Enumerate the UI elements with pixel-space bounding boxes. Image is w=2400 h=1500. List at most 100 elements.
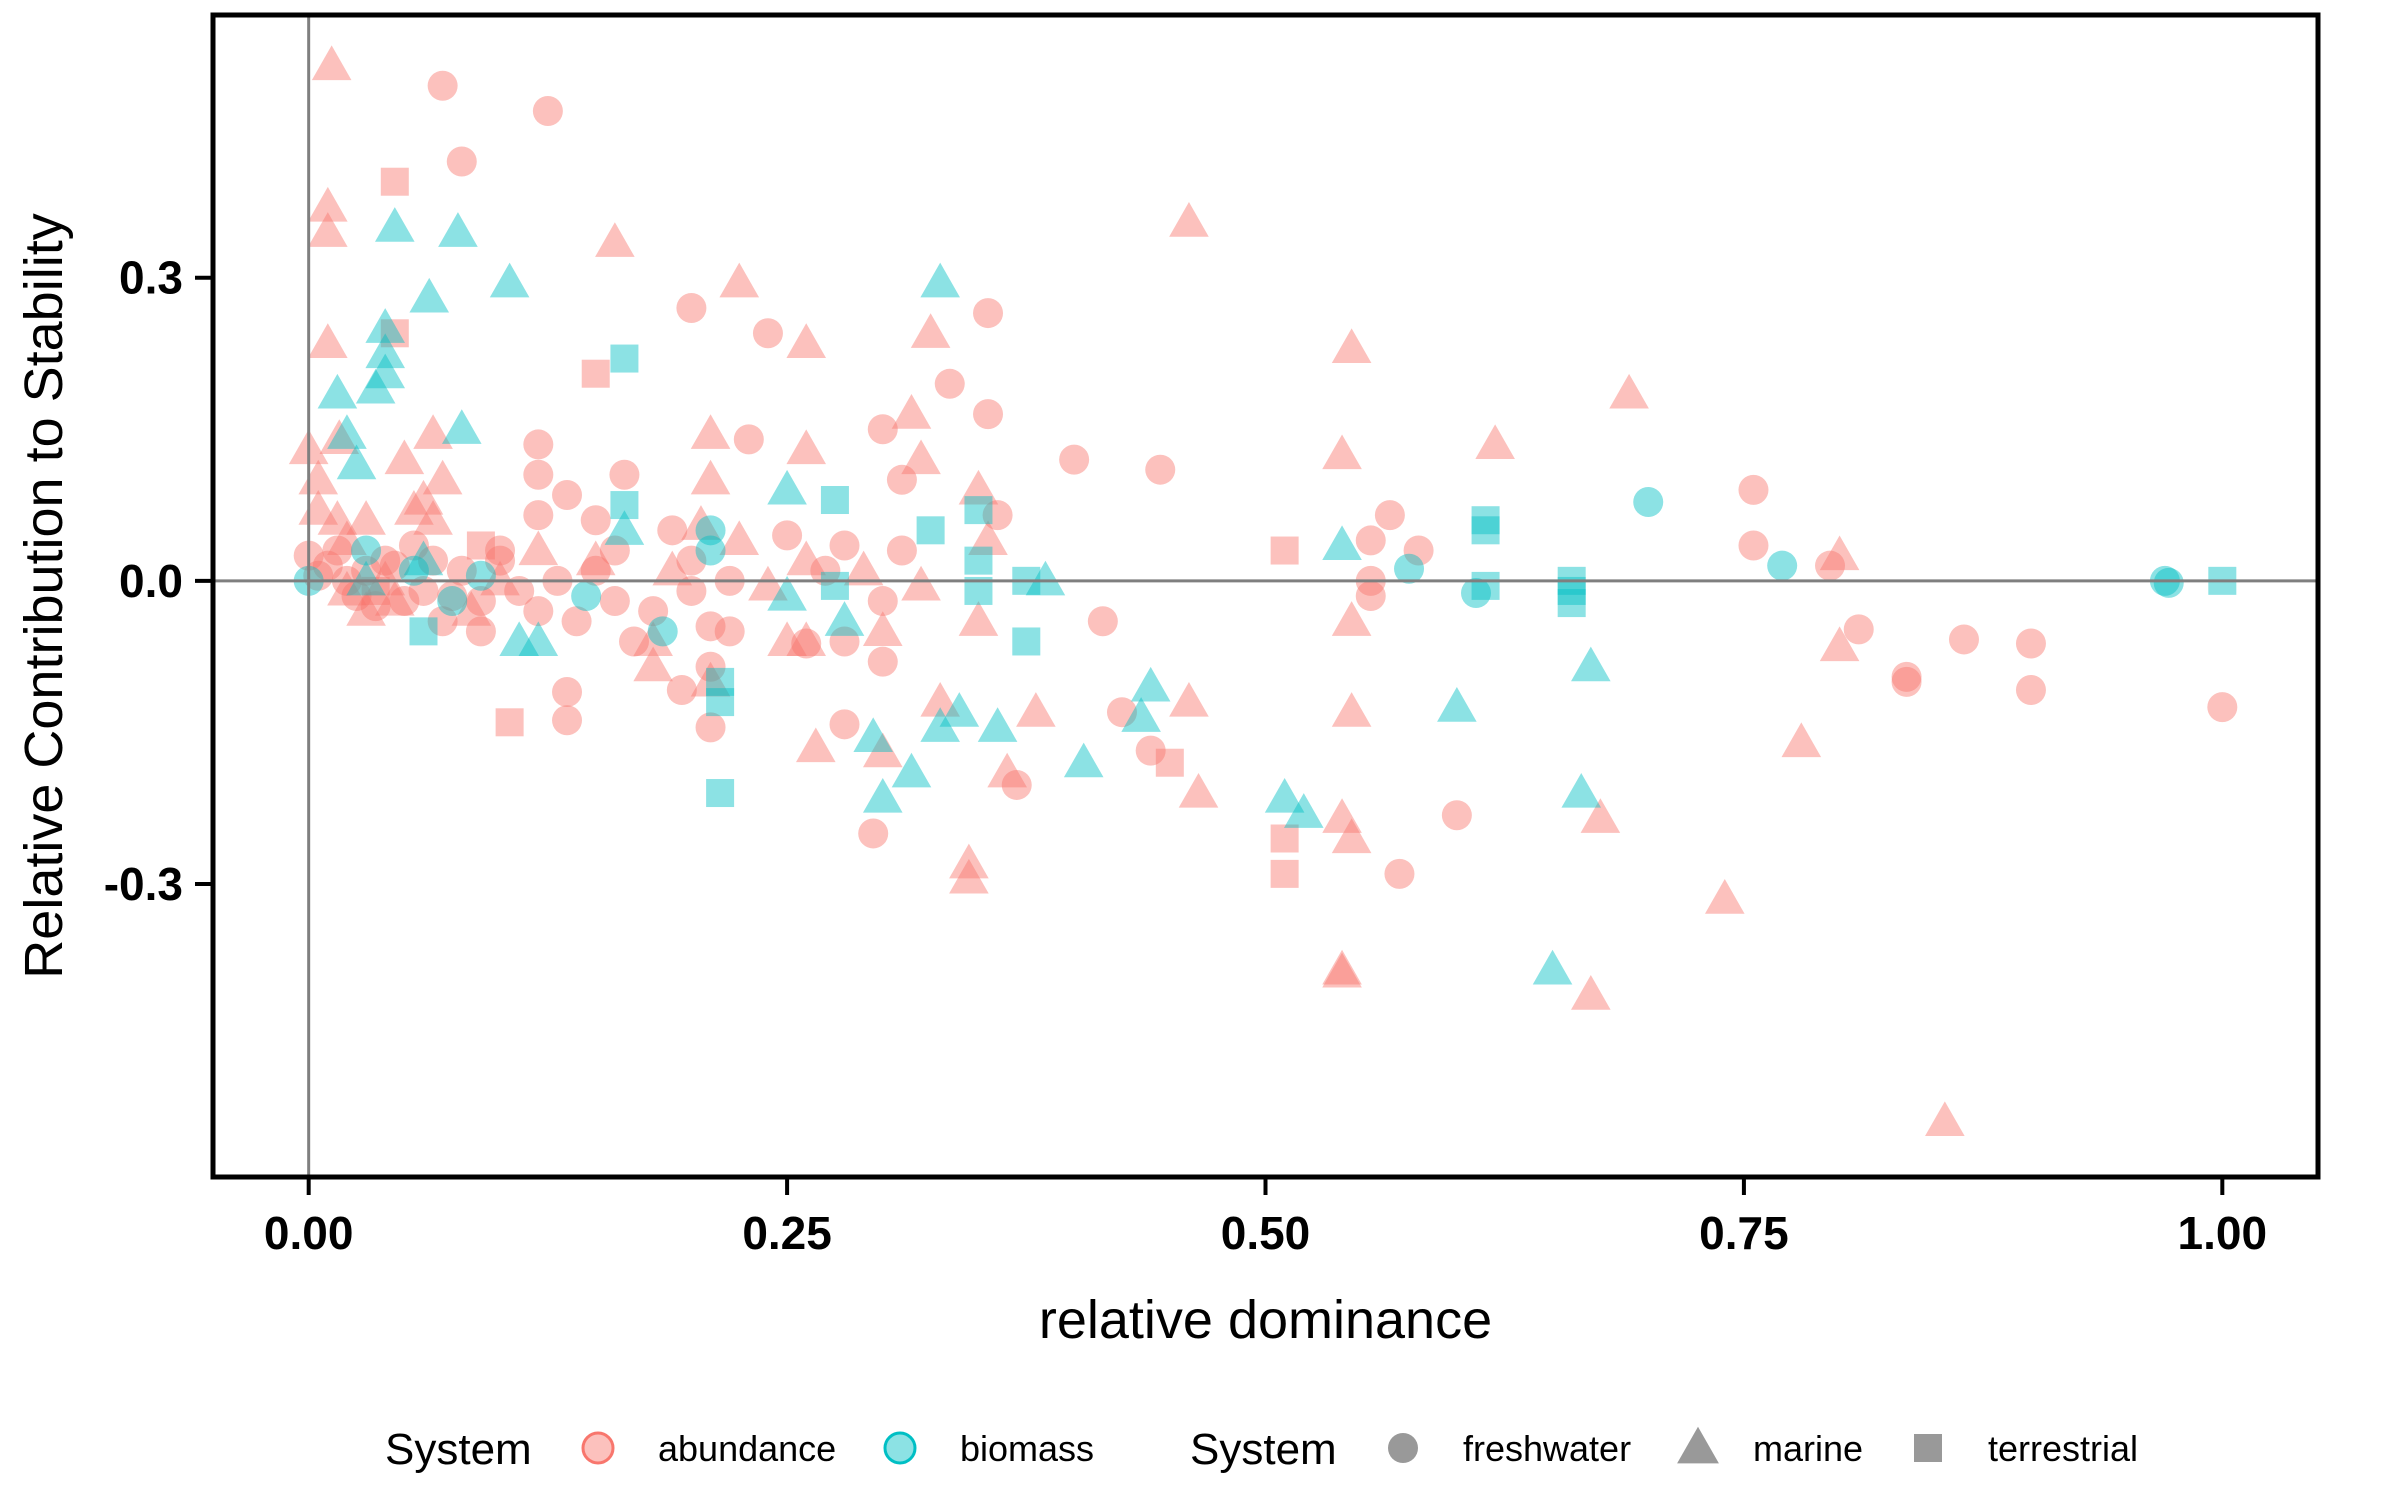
point-biomass-circle bbox=[695, 535, 726, 566]
point-abundance-triangle bbox=[1331, 692, 1372, 727]
point-abundance-circle bbox=[657, 515, 688, 546]
point-abundance-triangle bbox=[1331, 601, 1372, 636]
legend: System abundance biomass System freshwat… bbox=[385, 1425, 2138, 1474]
points-layer bbox=[288, 45, 2238, 1137]
reference-lines bbox=[213, 15, 2318, 1177]
y-tick-label: 0.0 bbox=[119, 555, 183, 607]
point-biomass-circle bbox=[437, 586, 468, 617]
point-abundance-triangle bbox=[327, 520, 367, 556]
point-abundance-triangle bbox=[1609, 373, 1649, 409]
point-abundance-circle bbox=[1374, 500, 1405, 531]
point-biomass-square bbox=[964, 496, 993, 525]
point-abundance-triangle bbox=[949, 843, 989, 879]
point-abundance-circle bbox=[446, 555, 477, 586]
point-biomass-square bbox=[610, 491, 639, 520]
point-abundance-circle bbox=[1815, 550, 1846, 581]
point-abundance-circle bbox=[1843, 614, 1874, 645]
point-abundance-square bbox=[1270, 824, 1299, 853]
point-abundance-circle bbox=[2207, 692, 2238, 723]
point-abundance-circle bbox=[676, 575, 707, 606]
point-biomass-square bbox=[1012, 627, 1041, 656]
point-abundance-triangle bbox=[690, 661, 731, 697]
point-abundance-triangle bbox=[575, 540, 616, 576]
point-abundance-circle bbox=[733, 424, 764, 455]
point-abundance-circle bbox=[561, 606, 592, 637]
point-abundance-triangle bbox=[327, 570, 367, 606]
x-axis: 0.00 0.25 0.50 0.75 1.00 bbox=[264, 1177, 2267, 1259]
point-abundance-triangle bbox=[1704, 879, 1745, 914]
point-abundance-triangle bbox=[413, 500, 453, 535]
point-abundance-circle bbox=[2015, 628, 2046, 659]
point-abundance-triangle bbox=[480, 560, 520, 596]
point-abundance-triangle bbox=[1819, 535, 1860, 571]
point-abundance-circle bbox=[676, 545, 707, 576]
point-abundance-triangle bbox=[1322, 798, 1362, 833]
point-abundance-triangle bbox=[1781, 722, 1822, 758]
point-biomass-triangle bbox=[920, 707, 960, 742]
point-abundance-circle bbox=[619, 626, 649, 657]
point-abundance-circle bbox=[1145, 454, 1176, 485]
legend-key-freshwater bbox=[1388, 1433, 1418, 1463]
point-abundance-circle bbox=[523, 500, 554, 531]
point-abundance-circle bbox=[1001, 769, 1032, 800]
point-biomass-triangle bbox=[1025, 560, 1066, 596]
y-axis: 0.3 0.0 -0.3 bbox=[104, 252, 213, 910]
point-abundance-circle bbox=[2015, 674, 2046, 705]
point-abundance-triangle bbox=[748, 565, 788, 601]
point-abundance-circle bbox=[485, 545, 516, 576]
point-abundance-circle bbox=[1403, 535, 1434, 566]
point-abundance-triangle bbox=[633, 646, 673, 682]
legend-label-freshwater: freshwater bbox=[1463, 1428, 1631, 1469]
point-biomass-circle bbox=[647, 616, 678, 647]
point-abundance-circle bbox=[322, 535, 353, 566]
point-biomass-triangle bbox=[1571, 646, 1611, 682]
point-abundance-triangle bbox=[1322, 952, 1362, 988]
point-abundance-circle bbox=[829, 626, 860, 657]
point-biomass-square bbox=[1557, 589, 1586, 618]
point-abundance-triangle bbox=[1169, 682, 1209, 717]
point-abundance-triangle bbox=[719, 520, 760, 556]
point-abundance-triangle bbox=[346, 500, 386, 535]
point-abundance-circle bbox=[1891, 661, 1922, 692]
point-abundance-circle bbox=[867, 646, 898, 677]
point-abundance-triangle bbox=[910, 313, 951, 348]
x-tick-label: 0.75 bbox=[1699, 1207, 1789, 1259]
point-abundance-triangle bbox=[1571, 975, 1611, 1010]
point-abundance-circle bbox=[552, 676, 583, 707]
point-biomass-circle bbox=[351, 535, 382, 566]
legend-key-marine bbox=[1677, 1426, 1719, 1464]
point-abundance-circle bbox=[829, 709, 860, 740]
point-abundance-circle bbox=[695, 712, 726, 743]
point-abundance-circle bbox=[552, 479, 583, 510]
point-abundance-circle bbox=[379, 550, 410, 581]
point-abundance-circle bbox=[934, 368, 965, 399]
point-abundance-triangle bbox=[786, 621, 827, 657]
point-abundance-circle bbox=[303, 560, 334, 591]
point-abundance-square bbox=[380, 319, 409, 348]
point-abundance-triangle bbox=[949, 858, 989, 894]
point-biomass-triangle bbox=[1322, 525, 1362, 561]
point-biomass-triangle bbox=[1130, 666, 1171, 702]
point-abundance-circle bbox=[360, 591, 391, 622]
point-biomass-circle bbox=[1461, 577, 1491, 608]
point-abundance-triangle bbox=[843, 550, 884, 586]
point-abundance-circle bbox=[1738, 530, 1769, 561]
point-abundance-triangle bbox=[308, 212, 348, 247]
point-biomass-triangle bbox=[920, 262, 960, 298]
point-abundance-circle bbox=[1059, 444, 1090, 475]
point-biomass-square bbox=[706, 667, 735, 696]
point-biomass-triangle bbox=[409, 277, 450, 313]
point-abundance-triangle bbox=[311, 45, 352, 81]
point-abundance-square bbox=[466, 531, 495, 560]
legend-label-abundance: abundance bbox=[658, 1428, 836, 1469]
legend-label-terrestrial: terrestrial bbox=[1988, 1428, 2138, 1469]
point-biomass-circle bbox=[571, 581, 602, 611]
point-abundance-triangle bbox=[308, 323, 348, 358]
point-abundance-circle bbox=[1355, 525, 1386, 556]
y-tick-label: 0.3 bbox=[119, 252, 183, 304]
point-abundance-circle bbox=[398, 530, 429, 561]
point-abundance-circle bbox=[351, 555, 382, 586]
point-biomass-square bbox=[706, 779, 735, 808]
point-abundance-triangle bbox=[413, 414, 453, 449]
point-abundance-circle bbox=[638, 596, 669, 627]
